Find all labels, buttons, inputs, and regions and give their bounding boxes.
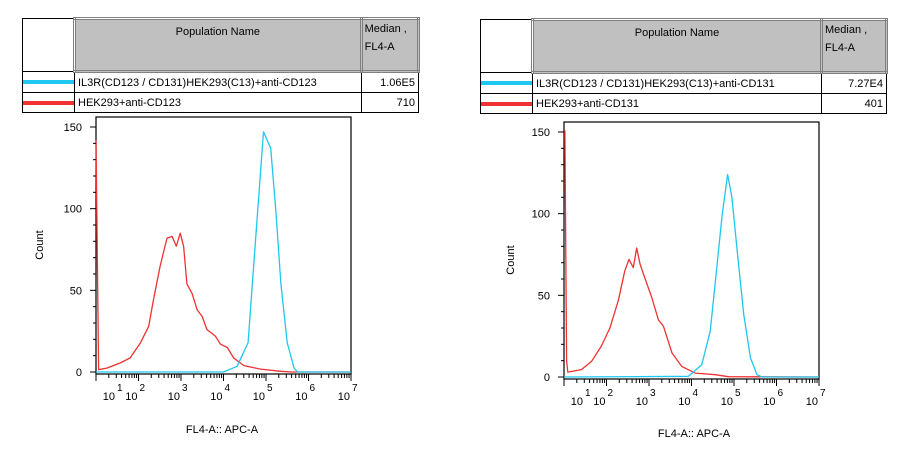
x-tick-label-base: 10 xyxy=(593,396,605,408)
x-tick-label-exponent: 4 xyxy=(225,383,231,394)
y-tick-label: 50 xyxy=(70,285,82,297)
x-tick-label-exponent: 2 xyxy=(140,383,146,394)
median-header: Median , FL4-A xyxy=(359,17,421,73)
x-tick-label-exponent: 6 xyxy=(310,383,316,394)
x-tick-label-exponent: 3 xyxy=(182,383,188,394)
table-row: IL3R(CD123 / CD131)HEK293(C13)+anti-CD12… xyxy=(22,71,420,93)
population-name: HEK293+anti-CD123 xyxy=(74,92,362,113)
legend-table-left: Population Name Median , FL4-A IL3R(CD123… xyxy=(22,17,421,113)
median-param: FL4-A xyxy=(825,42,855,54)
population-name: HEK293+anti-CD131 xyxy=(532,93,822,114)
plot-frame xyxy=(95,116,352,375)
x-tick-label-base: 10 xyxy=(210,391,222,403)
series-line-red xyxy=(95,140,351,373)
y-tick-label: 0 xyxy=(544,372,550,384)
median-param: FL4-A xyxy=(364,41,395,53)
x-tick-label-base: 10 xyxy=(295,391,307,403)
x-tick-label-exponent: 5 xyxy=(267,383,273,394)
y-tick-label: 150 xyxy=(532,127,550,139)
x-tick-label-base: 10 xyxy=(253,391,265,403)
x-tick-label-base: 10 xyxy=(636,396,648,408)
median-label: Median , xyxy=(825,24,868,36)
population-name-header: Population Name xyxy=(531,18,823,74)
x-axis-label: FL4-A:: APC-A xyxy=(658,428,731,440)
x-tick-label-base: 10 xyxy=(721,396,733,408)
x-tick-label-exponent: 1 xyxy=(585,388,591,399)
x-tick-label-exponent: 5 xyxy=(735,388,741,399)
x-tick-label-base: 10 xyxy=(338,391,350,403)
series-swatch-cell xyxy=(22,92,75,113)
red-line-swatch xyxy=(481,101,532,106)
median-label: Median , xyxy=(364,23,407,35)
x-tick-label-base: 10 xyxy=(168,391,180,403)
x-tick-label-base: 10 xyxy=(103,391,115,403)
x-tick-label-exponent: 4 xyxy=(693,388,699,399)
y-tick-label: 50 xyxy=(538,290,550,302)
x-tick-label-exponent: 6 xyxy=(778,388,784,399)
red-line-swatch xyxy=(23,100,74,105)
series-swatch-cell xyxy=(480,72,533,94)
y-axis-label: Count xyxy=(34,230,46,259)
y-tick-label: 100 xyxy=(532,209,550,221)
x-tick-label-base: 10 xyxy=(806,396,818,408)
median-header: Median , FL4-A xyxy=(820,18,888,74)
cyan-line-swatch xyxy=(481,81,532,85)
x-tick-label-exponent: 2 xyxy=(608,388,614,399)
table-row: HEK293+anti-CD123 710 xyxy=(22,92,420,113)
x-tick-label-exponent: 1 xyxy=(117,383,123,394)
x-tick-label-exponent: 3 xyxy=(650,388,656,399)
x-axis-label: FL4-A:: APC-A xyxy=(186,424,259,436)
population-name-header: Population Name xyxy=(73,17,363,73)
population-name: IL3R(CD123 / CD131)HEK293(C13)+anti-CD12… xyxy=(74,71,362,93)
y-axis-label: Count xyxy=(505,245,517,274)
table-row: IL3R(CD123 / CD131)HEK293(C13)+anti-CD13… xyxy=(480,72,887,94)
x-tick-label-exponent: 7 xyxy=(820,388,826,399)
population-name: IL3R(CD123 / CD131)HEK293(C13)+anti-CD13… xyxy=(532,72,822,94)
x-tick-label-base: 10 xyxy=(678,396,690,408)
legend-table-right: Population Name Median , FL4-A IL3R(CD123… xyxy=(480,18,888,114)
median-value: 401 xyxy=(821,93,887,114)
series-swatch-cell xyxy=(480,93,533,114)
swatch-header xyxy=(22,18,75,72)
x-tick-label-base: 10 xyxy=(763,396,775,408)
x-tick-label-base: 10 xyxy=(571,396,583,408)
x-tick-label-exponent: 7 xyxy=(352,383,358,394)
series-line-cyan xyxy=(563,173,819,378)
median-value: 710 xyxy=(360,92,420,113)
y-tick-label: 150 xyxy=(64,122,82,134)
series-line-red xyxy=(564,130,820,378)
x-tick-label-base: 10 xyxy=(125,391,137,403)
table-row: HEK293+anti-CD131 401 xyxy=(480,93,887,114)
y-tick-label: 100 xyxy=(64,204,82,216)
plot-frame xyxy=(563,121,820,380)
series-line-cyan xyxy=(96,131,351,373)
cyan-line-swatch xyxy=(23,80,74,84)
y-tick-label: 0 xyxy=(76,367,82,379)
swatch-header xyxy=(480,19,533,73)
